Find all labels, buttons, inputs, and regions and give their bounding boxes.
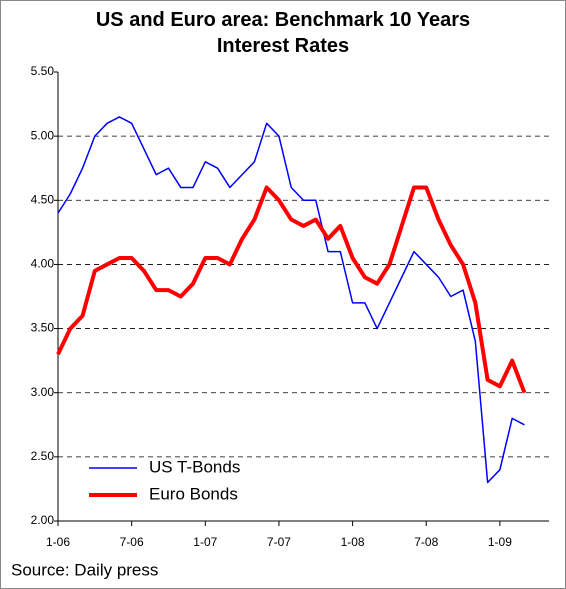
y-tick-label: 3.00 [31, 385, 55, 399]
chart-title: US and Euro area: Benchmark 10 Years Int… [95, 9, 471, 57]
x-tick-label: 1-07 [193, 535, 217, 549]
x-tick-label: 1-08 [341, 535, 365, 549]
x-tick-label: 7-06 [120, 535, 144, 549]
legend-label: US T-Bonds [149, 457, 240, 476]
y-tick-label: 3.50 [31, 321, 55, 335]
legend-label: Euro Bonds [149, 484, 238, 503]
series-line [57, 116, 525, 484]
y-tick-label: 5.50 [31, 64, 55, 78]
y-tick-label: 5.00 [31, 128, 55, 142]
x-tick-label: 1-06 [46, 535, 70, 549]
x-tick-label: 7-07 [267, 535, 291, 549]
x-tick-label: 1-09 [488, 535, 512, 549]
y-tick-label: 4.00 [31, 257, 55, 271]
y-tick-label: 4.50 [31, 192, 55, 206]
x-tick-label: 7-08 [414, 535, 438, 549]
y-tick-label: 2.00 [31, 513, 55, 527]
y-tick-label: 2.50 [31, 449, 55, 463]
series-line [56, 185, 527, 394]
source: Source: Daily press [11, 560, 158, 579]
